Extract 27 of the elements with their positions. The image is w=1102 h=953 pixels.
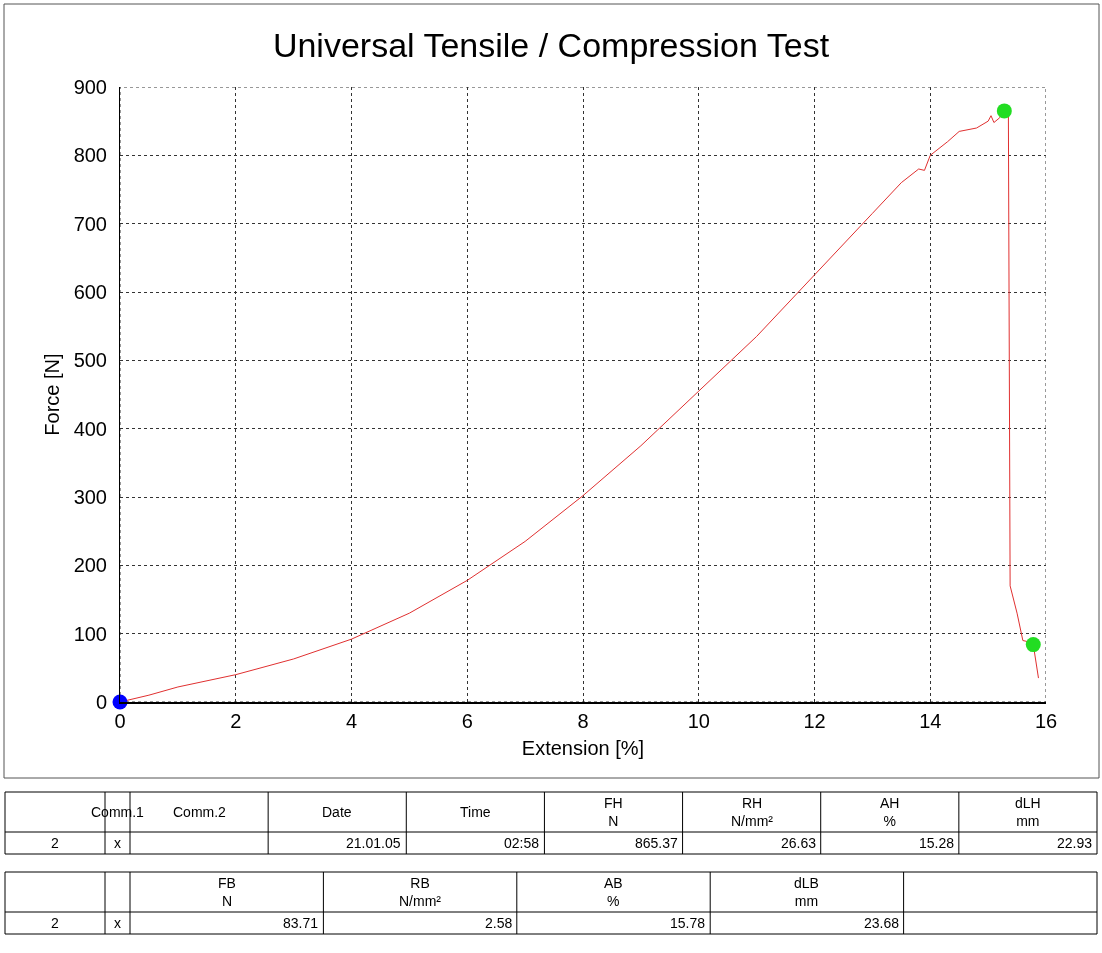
y-tick-label: 900 bbox=[73, 76, 107, 98]
x-tick-label: 2 bbox=[230, 710, 242, 732]
x-tick-label: 14 bbox=[919, 710, 942, 732]
y-tick-label: 600 bbox=[73, 281, 107, 303]
x-tick-label: 12 bbox=[803, 710, 826, 732]
text: 2 x 21.01.05 02:58 865.37 26.63 15.28 22.93 bbox=[51, 835, 1093, 851]
y-tick-label: 500 bbox=[73, 349, 107, 372]
y-tick-label: 700 bbox=[73, 212, 107, 235]
point bbox=[1025, 637, 1041, 653]
x-tick-label: 4 bbox=[345, 710, 358, 732]
x-tick-label: 16 bbox=[1034, 710, 1058, 732]
y-tick-label: 800 bbox=[73, 144, 107, 167]
x-tick-label: 0 bbox=[114, 710, 126, 732]
y-tick-label: 300 bbox=[73, 486, 107, 508]
text: FB N RB N/mm² AB % dLB mm bbox=[218, 875, 819, 910]
x-tick-label: 8 bbox=[577, 710, 589, 732]
x-axis-title: Extension [%] bbox=[521, 737, 645, 759]
y-tick-label: 100 bbox=[73, 622, 107, 645]
x-tick-label: 10 bbox=[687, 710, 710, 732]
chart-title: Universal Tensile / Compression Test bbox=[272, 25, 830, 64]
text: 2 x 83.71 2.58 15.78 23.68 bbox=[51, 915, 900, 931]
y-tick-label: 0 bbox=[95, 691, 107, 713]
x-tick-label: 6 bbox=[461, 710, 473, 732]
point bbox=[996, 103, 1012, 119]
y-axis-title: Force [N] bbox=[41, 353, 64, 436]
y-tick-label: 200 bbox=[73, 554, 107, 577]
y-tick-label: 400 bbox=[73, 417, 107, 440]
